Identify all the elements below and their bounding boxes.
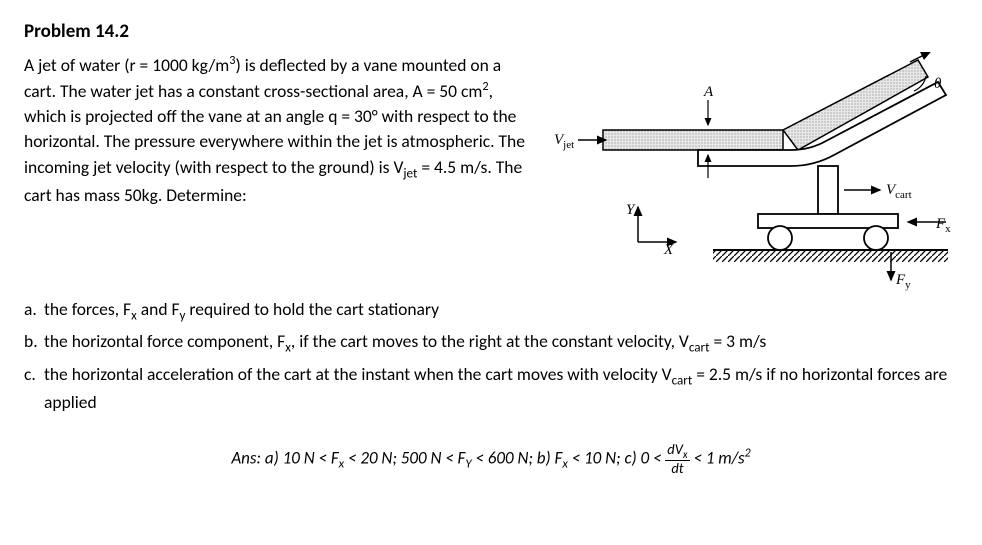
text-seg: < 20 N; 500 N < F	[344, 447, 465, 468]
text-seg: = 3 m/s	[710, 330, 767, 352]
problem-title: Problem 14.2	[24, 18, 958, 46]
problem-statement: A jet of water (r = 1000 kg/m3) is defle…	[24, 52, 536, 209]
svg-text:θ: θ	[934, 76, 942, 92]
fraction: dVxdt	[665, 442, 689, 476]
question-a: a. the forces, Fx and Fy required to hol…	[24, 297, 958, 326]
question-b: b. the horizontal force component, Fx, i…	[24, 329, 958, 358]
svg-text:Y: Y	[626, 202, 636, 218]
sub: cart	[672, 372, 693, 388]
svg-text:Fy: Fy	[895, 272, 911, 291]
text-seg: and F	[137, 298, 180, 320]
text-seg: < 600 N; b) F	[472, 447, 563, 468]
figure-diagram: Vjet A θ Vcart Fx Fy Y X	[548, 52, 958, 297]
svg-text:Vcart: Vcart	[886, 182, 912, 201]
text-seg: required to hold the cart stationary	[185, 298, 439, 320]
text-seg: the horizontal force component, F	[44, 330, 285, 352]
text-seg: the horizontal acceleration of the cart …	[44, 363, 672, 385]
text-seg: Ans: a) 10 N < F	[231, 447, 338, 468]
marker: a.	[24, 297, 37, 322]
svg-text:A: A	[703, 84, 714, 100]
sub: jet	[403, 165, 417, 181]
question-c: c. the horizontal acceleration of the ca…	[24, 362, 958, 416]
marker: c.	[24, 362, 36, 387]
text-seg: the forces, F	[44, 298, 131, 320]
marker: b.	[24, 329, 38, 354]
answers-line: Ans: a) 10 N < Fx < 20 N; 500 N < FY < 6…	[24, 442, 958, 476]
text-seg: , if the cart moves to the right at the …	[291, 330, 689, 352]
sub: cart	[689, 340, 710, 356]
svg-text:X: X	[663, 242, 674, 258]
sup: 2	[745, 446, 751, 460]
svg-text:Vjet: Vjet	[554, 132, 574, 151]
question-list: a. the forces, Fx and Fy required to hol…	[24, 297, 958, 416]
text-seg: A jet of water (r = 1000 kg/m	[24, 53, 229, 75]
text-seg: < 10 N; c) 0 <	[568, 447, 665, 468]
svg-text:Fx: Fx	[935, 216, 951, 235]
text-seg: < 1 m/s	[690, 447, 745, 468]
